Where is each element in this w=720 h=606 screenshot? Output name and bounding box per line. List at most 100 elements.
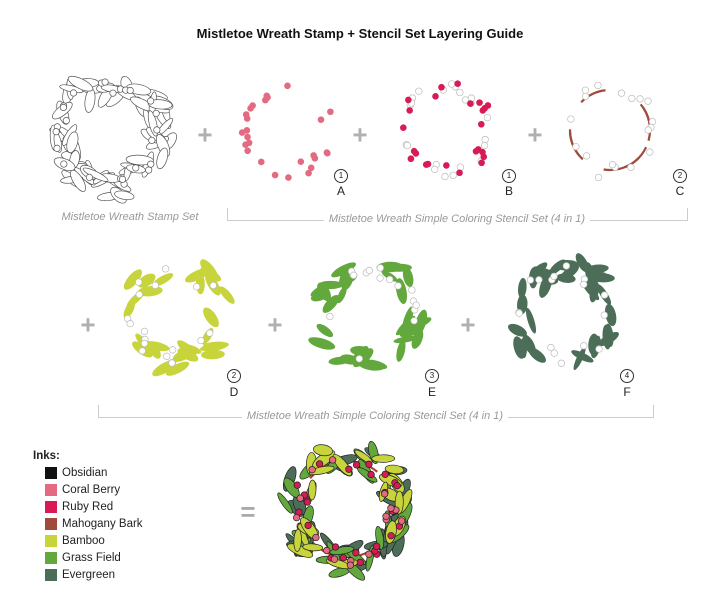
leaf-shape (363, 359, 388, 370)
leaf-shape (604, 323, 614, 347)
berry-shape (644, 97, 652, 105)
berry-shape (456, 163, 465, 171)
berry-shape (480, 141, 489, 150)
layer-c-wreath (567, 81, 657, 182)
berry-shape (583, 152, 591, 160)
berry-shape (405, 96, 412, 104)
ink-swatch (45, 568, 57, 581)
layer-a-wreath (238, 82, 334, 181)
leaf-shape (604, 303, 617, 327)
leaf-shape (180, 343, 202, 354)
berry-shape (627, 163, 635, 171)
leaf-shape (293, 528, 302, 552)
berry-shape (431, 165, 439, 174)
berry-shape (297, 158, 305, 165)
berry-shape (472, 147, 480, 155)
twig-shape (623, 146, 648, 169)
berry-shape (355, 355, 363, 363)
berry-shape (293, 481, 301, 489)
berry-shape (307, 164, 315, 172)
berry-shape (257, 158, 265, 166)
layer-d-wreath (123, 259, 235, 377)
leaf-shape (525, 307, 537, 334)
leaf-shape (384, 464, 405, 475)
berry-shape (386, 275, 394, 284)
leaf-shape (143, 341, 170, 352)
berry-shape (608, 161, 617, 169)
berry-shape (515, 309, 523, 317)
stencil-number: 2 (673, 169, 687, 183)
berry-shape (135, 290, 143, 299)
stamp-wreath-image (49, 75, 177, 204)
leaf-shape (336, 286, 347, 304)
berry-shape (372, 542, 381, 551)
berry-shape (646, 148, 654, 156)
berry-shape (352, 549, 360, 557)
leaf-shape (399, 322, 425, 338)
berry-shape (303, 498, 312, 506)
berry-shape (628, 94, 636, 103)
berry-shape (547, 343, 555, 352)
berry-shape (324, 149, 331, 157)
stencil-number: 1 (502, 169, 516, 183)
leaf-shape (200, 259, 219, 282)
berry-shape (192, 283, 201, 291)
leaf-shape (322, 294, 340, 313)
leaf-shape (573, 346, 586, 371)
leaf-shape (308, 337, 336, 350)
leaf-shape (82, 167, 109, 182)
legend-item: Bamboo (33, 532, 143, 549)
leaf-shape (277, 492, 293, 514)
leaf-shape (219, 286, 235, 304)
berry-shape (296, 494, 304, 502)
leaf-shape (519, 338, 527, 359)
leaf-shape (302, 543, 324, 552)
berry-shape (126, 319, 134, 328)
berry-shape (330, 555, 339, 563)
layer-letter: D (229, 385, 239, 399)
berry-shape (580, 280, 588, 289)
stencil-number: 4 (620, 369, 634, 383)
leaf-shape (177, 348, 199, 362)
berry-shape (595, 345, 603, 353)
ink-name: Obsidian (62, 466, 108, 479)
berry-shape (132, 164, 140, 172)
leaf-shape (556, 273, 576, 283)
leaf-shape (114, 190, 135, 201)
berry-shape (147, 160, 155, 168)
berry-shape (315, 460, 324, 468)
berry-shape (135, 278, 143, 286)
berry-shape (365, 550, 373, 558)
berry-shape (59, 103, 67, 112)
leaf-shape (203, 307, 219, 328)
berry-shape (410, 317, 418, 325)
berry-shape (467, 100, 474, 107)
ink-name: Mahogany Bark (62, 517, 143, 530)
leaf-shape (353, 348, 374, 368)
leaf-shape (522, 334, 536, 355)
berry-shape (346, 561, 355, 569)
plus-sign: + (267, 309, 283, 340)
stamp-caption: Mistletoe Wreath Stamp Set (61, 211, 199, 223)
leaf-shape (583, 272, 607, 284)
berry-shape (365, 460, 373, 468)
berry-shape (400, 124, 407, 131)
berry-shape (393, 482, 401, 490)
leaf-shape (396, 339, 406, 362)
ink-name: Evergreen (62, 568, 116, 581)
stencil-number: 3 (425, 369, 439, 383)
berry-shape (101, 78, 109, 86)
berry-shape (617, 89, 626, 97)
berry-shape (168, 359, 176, 367)
equals-sign: = (240, 496, 256, 527)
ink-name: Ruby Red (62, 500, 114, 513)
leaf-shape (371, 454, 396, 463)
berry-shape (581, 92, 590, 101)
berry-shape (412, 301, 420, 309)
berry-shape (562, 262, 571, 270)
leaf-shape (125, 154, 154, 166)
berry-shape (407, 155, 415, 163)
leaf-shape (137, 273, 156, 288)
ink-swatch (45, 517, 57, 530)
berry-shape (151, 281, 159, 290)
